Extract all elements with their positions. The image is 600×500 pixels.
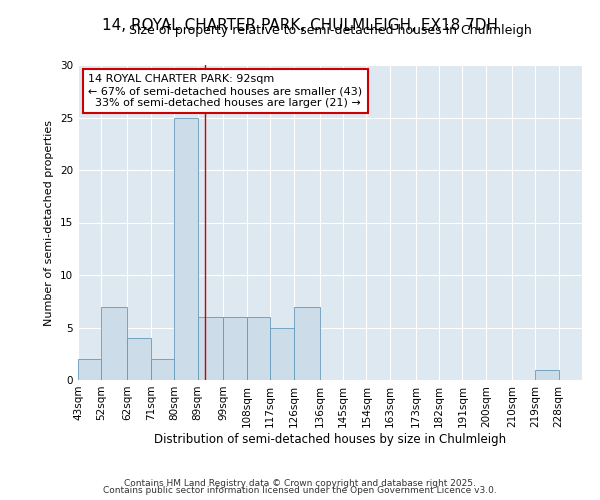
X-axis label: Distribution of semi-detached houses by size in Chulmleigh: Distribution of semi-detached houses by … <box>154 432 506 446</box>
Y-axis label: Number of semi-detached properties: Number of semi-detached properties <box>44 120 55 326</box>
Bar <box>151 359 174 380</box>
Bar <box>535 370 559 380</box>
Bar <box>127 338 151 380</box>
Bar <box>197 317 223 380</box>
Text: Contains HM Land Registry data © Crown copyright and database right 2025.: Contains HM Land Registry data © Crown c… <box>124 478 476 488</box>
Bar <box>174 118 197 380</box>
Text: Contains public sector information licensed under the Open Government Licence v3: Contains public sector information licen… <box>103 486 497 495</box>
Text: 14, ROYAL CHARTER PARK, CHULMLEIGH, EX18 7DH: 14, ROYAL CHARTER PARK, CHULMLEIGH, EX18… <box>102 18 498 32</box>
Bar <box>270 328 293 380</box>
Bar <box>293 306 320 380</box>
Text: 14 ROYAL CHARTER PARK: 92sqm
← 67% of semi-detached houses are smaller (43)
  33: 14 ROYAL CHARTER PARK: 92sqm ← 67% of se… <box>88 74 362 108</box>
Bar <box>78 359 101 380</box>
Title: Size of property relative to semi-detached houses in Chulmleigh: Size of property relative to semi-detach… <box>128 24 532 38</box>
Bar <box>223 317 247 380</box>
Bar <box>101 306 127 380</box>
Bar <box>247 317 270 380</box>
